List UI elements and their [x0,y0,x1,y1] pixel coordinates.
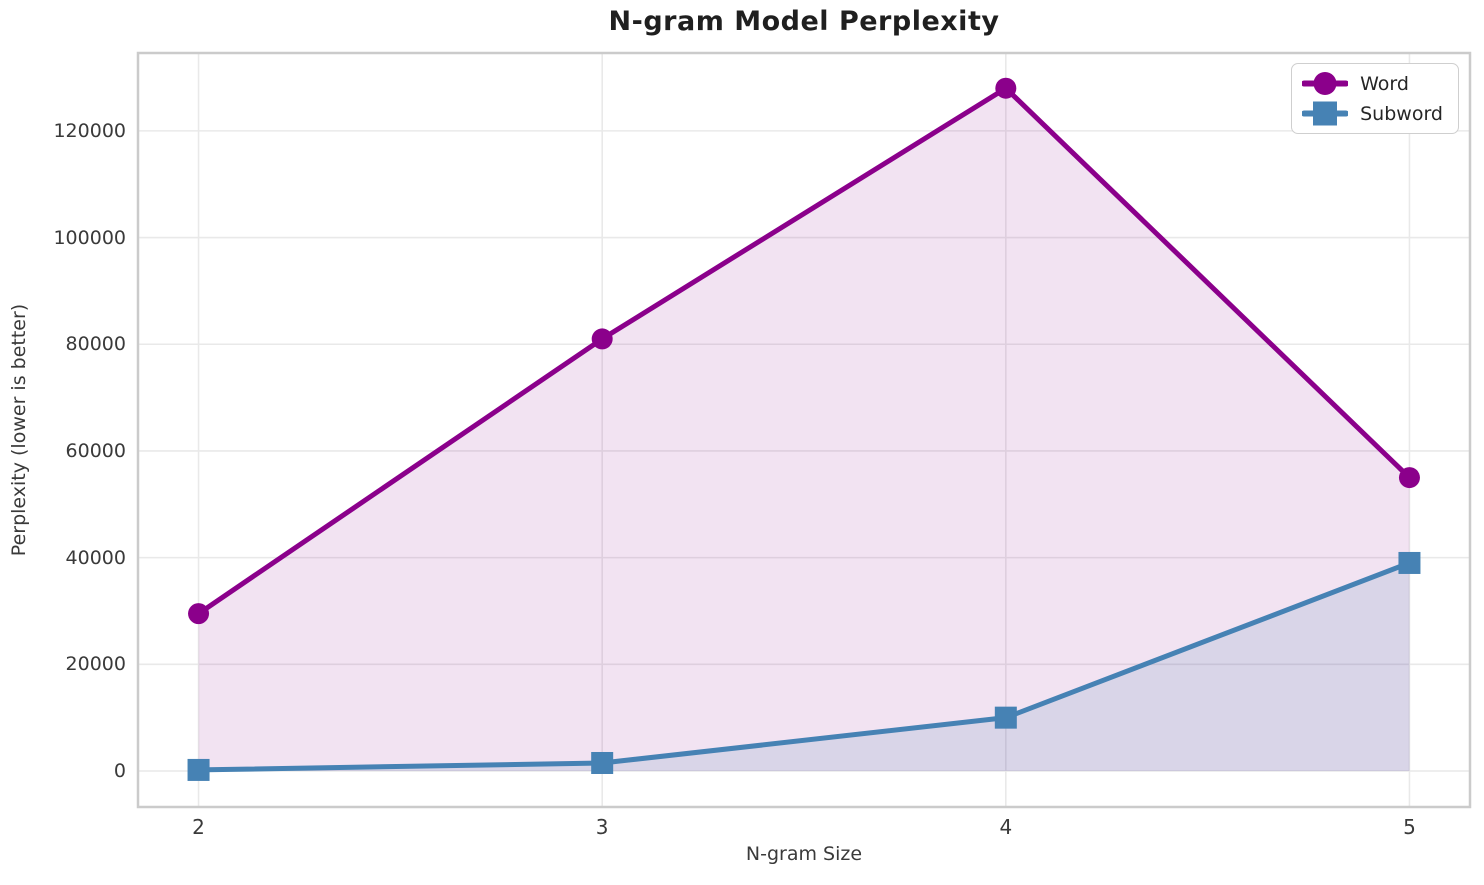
x-tick-label: 3 [595,815,609,839]
y-tick-label: 100000 [53,226,126,249]
subword-square-marker-icon [1302,101,1349,126]
subword-line [196,560,1412,773]
word-point [1398,467,1420,489]
legend-item-word: Word [1302,70,1443,97]
y-tick-label: 80000 [65,333,126,356]
legend: Word Subword [1291,63,1459,134]
y-tick-label: 120000 [53,119,126,142]
subword-point [994,706,1017,729]
x-axis-label: N-gram Size [745,843,863,865]
legend-item-subword: Subword [1302,100,1443,127]
x-tick-label: 2 [192,815,205,839]
y-tick-label: 40000 [65,546,126,569]
y-tick-label: 0 [113,759,126,782]
subword-point [187,758,210,781]
word-point [188,603,210,625]
legend-label-word: Word [1360,72,1409,95]
word-circle-marker-icon [1302,72,1349,95]
subword-point [1398,551,1421,574]
subword-area [198,562,1410,771]
word-point [591,328,613,350]
word-markers [188,77,1420,625]
word-point [995,77,1017,99]
x-tick-label: 4 [999,815,1013,839]
legend-label-subword: Subword [1360,102,1443,125]
subword-markers [187,551,1421,781]
word-area [198,88,1410,771]
word-line [196,85,1412,617]
y-tick-label: 20000 [65,653,126,676]
grid [138,53,1470,807]
chart-title: N-gram Model Perplexity [608,6,1000,37]
subword-point [591,751,614,774]
y-tick-label: 60000 [65,439,126,462]
x-tick-label: 5 [1403,815,1416,839]
plot-border [136,51,1472,809]
